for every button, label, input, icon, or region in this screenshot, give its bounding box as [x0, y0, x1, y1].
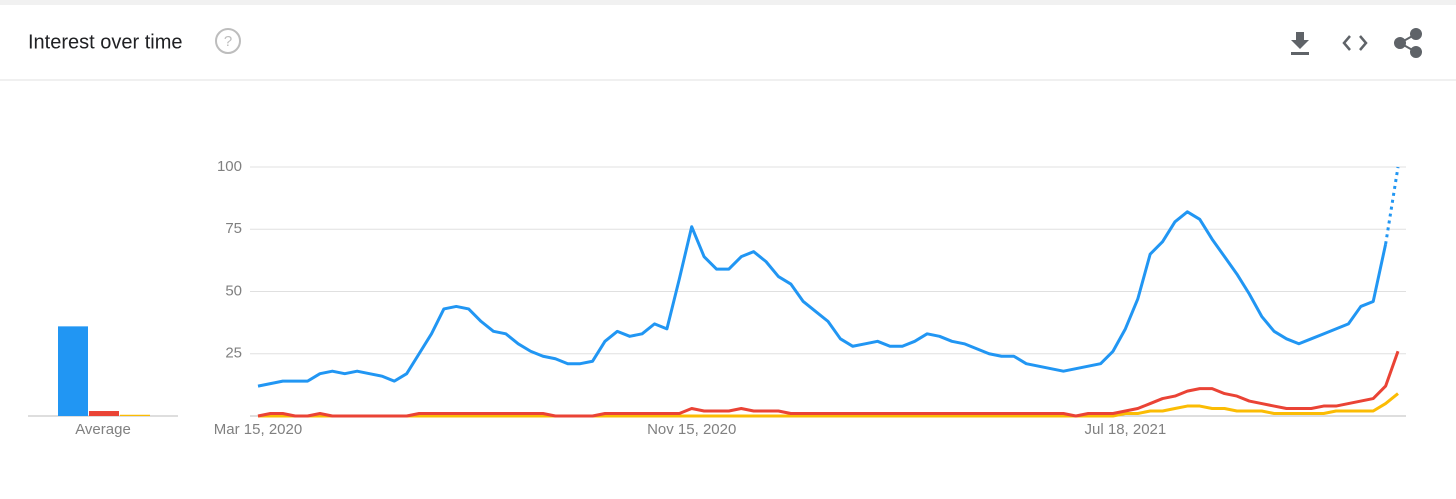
y-tick-label: 100 [217, 158, 242, 175]
top-strip [0, 0, 1456, 5]
series-line [257, 350, 1400, 418]
x-tick-label: Mar 15, 2020 [214, 421, 302, 438]
series-line [258, 392, 1399, 418]
embed-icon[interactable] [1342, 35, 1368, 51]
svg-text:?: ? [224, 33, 232, 50]
y-tick-label: 75 [225, 220, 242, 237]
average-bar [120, 414, 150, 416]
help-icon[interactable]: ? [215, 28, 241, 54]
download-icon[interactable] [1291, 32, 1309, 55]
average-bar [89, 411, 119, 416]
share-icon[interactable] [1394, 28, 1422, 58]
average-bar [58, 326, 88, 416]
chart-title: Interest over time [28, 31, 183, 53]
y-tick-label: 25 [225, 345, 242, 362]
x-tick-label: Nov 15, 2020 [647, 421, 736, 438]
partial-segment [1384, 166, 1400, 245]
average-label: Average [75, 421, 131, 438]
x-tick-label: Jul 18, 2021 [1085, 421, 1167, 438]
series-line [257, 210, 1388, 388]
y-tick-label: 50 [225, 282, 242, 299]
